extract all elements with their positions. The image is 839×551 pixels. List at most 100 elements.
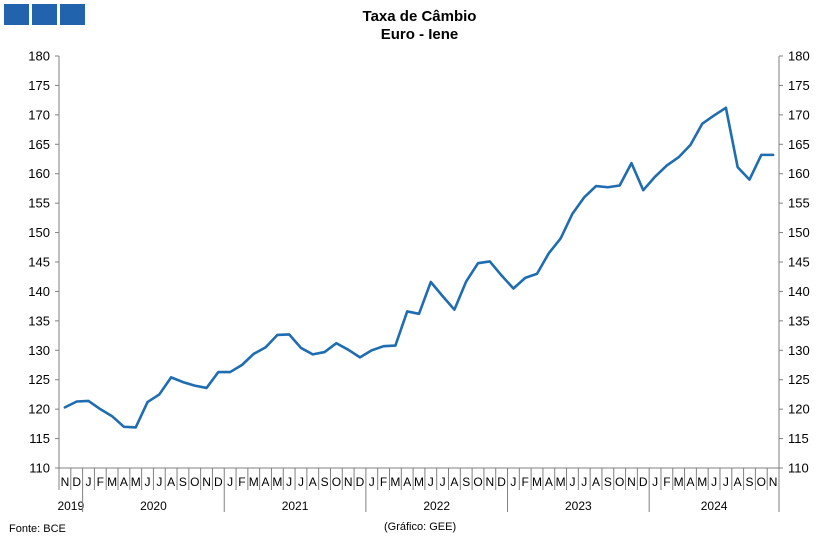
x-month-label: J [440, 475, 446, 489]
logo-block-3 [60, 4, 85, 25]
x-year-label: 2024 [701, 499, 728, 513]
y-tick-label-left: 110 [29, 461, 50, 476]
y-tick-label-right: 170 [788, 107, 810, 122]
y-tick-label-left: 130 [28, 343, 50, 358]
y-tick-label-right: 160 [788, 166, 810, 181]
y-tick-label-right: 165 [788, 137, 810, 152]
x-month-label: A [734, 475, 742, 489]
y-tick-label-left: 170 [28, 107, 50, 122]
y-tick-label-left: 140 [28, 284, 50, 299]
x-month-label: J [145, 475, 151, 489]
x-month-label: J [711, 475, 717, 489]
y-tick-label-left: 180 [28, 49, 50, 64]
x-month-label: O [615, 475, 624, 489]
y-tick-label-right: 130 [788, 343, 810, 358]
x-month-label: A [545, 475, 553, 489]
y-tick-label-left: 135 [28, 313, 50, 328]
x-month-label: F [522, 475, 529, 489]
chart-title-line-2: Euro - Iene [380, 26, 459, 43]
x-month-label: O [332, 475, 341, 489]
x-month-label: A [309, 475, 317, 489]
y-tick-label-right: 180 [788, 49, 810, 64]
x-month-label: D [639, 475, 648, 489]
x-month-label: A [167, 475, 175, 489]
x-month-label: M [414, 475, 424, 489]
x-month-label: D [214, 475, 223, 489]
x-month-label: J [723, 475, 729, 489]
x-month-label: J [156, 475, 162, 489]
x-month-label: N [344, 475, 353, 489]
x-month-label: S [179, 475, 187, 489]
y-tick-label-right: 175 [788, 78, 810, 93]
x-month-label: F [380, 475, 387, 489]
logo-block-2 [32, 4, 57, 25]
x-month-label: J [86, 475, 92, 489]
y-tick-label-left: 165 [28, 137, 50, 152]
x-month-label: N [769, 475, 778, 489]
x-month-label: S [604, 475, 612, 489]
y-tick-label-right: 155 [788, 196, 810, 211]
y-tick-label-left: 145 [28, 255, 50, 270]
x-month-label: S [745, 475, 753, 489]
x-month-label: M [272, 475, 282, 489]
y-tick-label-right: 110 [788, 461, 809, 476]
source-note: Fonte: BCE [9, 523, 66, 535]
x-month-label: S [462, 475, 470, 489]
y-tick-label-right: 145 [788, 255, 810, 270]
x-month-label: M [249, 475, 259, 489]
x-month-label: F [238, 475, 245, 489]
x-year-label: 2019 [57, 499, 84, 513]
x-year-label: 2023 [565, 499, 592, 513]
y-tick-label-left: 115 [29, 431, 50, 446]
x-month-label: A [450, 475, 458, 489]
x-month-label: F [663, 475, 670, 489]
x-month-label: M [390, 475, 400, 489]
x-month-label: J [298, 475, 304, 489]
x-month-label: J [569, 475, 575, 489]
x-month-label: J [510, 475, 516, 489]
x-month-label: D [356, 475, 365, 489]
x-month-label: J [369, 475, 375, 489]
chart-axes [58, 56, 780, 469]
x-month-label: J [652, 475, 658, 489]
x-year-label: 2021 [282, 499, 309, 513]
x-month-label: F [97, 475, 104, 489]
x-month-label: D [497, 475, 506, 489]
x-month-label: J [581, 475, 587, 489]
x-month-label: M [532, 475, 542, 489]
x-month-label: M [131, 475, 141, 489]
chart-title-line-1: Taxa de Câmbio [362, 8, 477, 25]
y-tick-label-right: 115 [788, 431, 809, 446]
x-month-label: A [403, 475, 411, 489]
x-month-label: N [61, 475, 70, 489]
y-axis-left: 110 115 120 125 130 135 140 145 150 155 160 165 170 1… [28, 49, 59, 476]
x-year-label: 2022 [423, 499, 450, 513]
x-month-label: M [697, 475, 707, 489]
x-month-label: O [473, 475, 482, 489]
x-month-label: A [592, 475, 600, 489]
x-month-label: O [190, 475, 199, 489]
x-month-label: D [72, 475, 81, 489]
x-month-label: J [227, 475, 233, 489]
x-month-label: N [627, 475, 636, 489]
x-month-label: A [686, 475, 694, 489]
series-line [63, 106, 775, 429]
y-tick-label-right: 140 [788, 284, 810, 299]
x-month-label: S [321, 475, 329, 489]
x-month-label: M [674, 475, 684, 489]
y-tick-label-left: 150 [28, 225, 50, 240]
y-tick-label-left: 155 [28, 196, 50, 211]
y-axis-right: 110 115 120 125 130 135 140 145 150 155 160 165 170 1… [779, 49, 810, 476]
y-tick-label-right: 125 [788, 372, 810, 387]
x-month-label: A [262, 475, 270, 489]
logo-block-1 [4, 4, 29, 25]
y-tick-label-left: 175 [28, 78, 50, 93]
logo [4, 4, 85, 25]
x-month-label: N [485, 475, 494, 489]
y-tick-label-left: 120 [28, 402, 50, 417]
x-month-label: J [286, 475, 292, 489]
x-month-label: A [120, 475, 128, 489]
x-month-label: M [107, 475, 117, 489]
y-tick-label-left: 125 [28, 372, 50, 387]
